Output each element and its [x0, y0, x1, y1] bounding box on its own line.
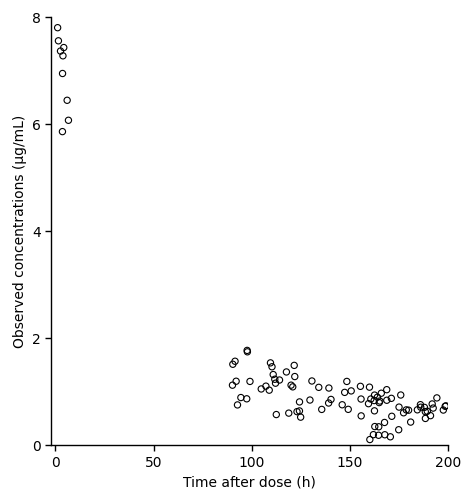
Point: [285, 409, 292, 417]
Point: [296, 398, 303, 406]
Point: [383, 386, 391, 394]
Point: [293, 408, 301, 416]
Point: [405, 406, 412, 414]
Point: [327, 396, 335, 404]
Point: [265, 386, 273, 394]
Point: [370, 431, 377, 439]
Point: [318, 406, 326, 414]
Point: [371, 391, 378, 399]
Point: [60, 45, 68, 53]
Point: [374, 393, 381, 401]
Point: [366, 436, 374, 444]
Point: [54, 25, 62, 33]
Point: [315, 384, 323, 392]
Point: [427, 412, 434, 420]
Point: [420, 404, 428, 412]
Point: [417, 403, 425, 411]
Point: [407, 418, 414, 426]
Point: [400, 409, 407, 417]
Point: [365, 383, 373, 391]
Point: [376, 397, 383, 405]
Point: [397, 391, 404, 399]
Point: [388, 394, 395, 402]
Point: [267, 359, 274, 367]
Point: [433, 394, 441, 402]
Point: [402, 406, 410, 414]
Point: [442, 402, 450, 410]
Point: [231, 358, 239, 366]
Point: [387, 433, 394, 441]
Point: [228, 381, 236, 389]
Y-axis label: Observed concentrations (μg/mL): Observed concentrations (μg/mL): [12, 115, 27, 348]
Point: [345, 405, 352, 413]
Point: [325, 384, 333, 392]
Point: [276, 376, 283, 384]
Point: [291, 373, 299, 381]
Point: [365, 400, 372, 408]
Point: [287, 381, 295, 389]
Point: [343, 378, 351, 386]
Point: [377, 389, 385, 397]
Point: [357, 412, 365, 420]
Point: [59, 53, 67, 61]
Point: [367, 395, 374, 403]
Point: [283, 368, 290, 376]
Point: [383, 396, 391, 404]
Point: [413, 406, 421, 414]
Point: [246, 378, 254, 386]
Point: [59, 70, 66, 78]
Point: [429, 404, 437, 412]
Point: [421, 408, 429, 416]
Point: [428, 400, 436, 408]
Point: [439, 406, 447, 414]
Point: [371, 407, 378, 415]
Point: [308, 377, 316, 385]
Point: [59, 128, 66, 136]
Point: [306, 396, 314, 404]
Point: [395, 403, 403, 411]
Point: [257, 385, 265, 393]
Point: [417, 401, 424, 409]
Point: [325, 399, 332, 407]
Point: [371, 423, 379, 431]
Point: [244, 348, 251, 356]
Point: [64, 117, 72, 125]
Point: [381, 431, 389, 439]
Point: [237, 394, 245, 402]
Point: [370, 397, 378, 405]
Point: [375, 399, 383, 407]
Point: [243, 347, 251, 355]
Point: [273, 411, 280, 419]
Point: [243, 395, 251, 403]
Point: [338, 401, 346, 409]
Point: [268, 363, 276, 371]
X-axis label: Time after dose (h): Time after dose (h): [183, 474, 316, 488]
Point: [421, 415, 429, 423]
Point: [341, 389, 348, 397]
Point: [234, 401, 241, 409]
Point: [271, 375, 279, 383]
Point: [64, 97, 71, 105]
Point: [232, 377, 240, 385]
Point: [381, 419, 388, 427]
Point: [375, 423, 383, 431]
Point: [269, 371, 277, 379]
Point: [291, 362, 298, 370]
Point: [375, 431, 383, 439]
Point: [296, 407, 303, 415]
Point: [388, 412, 396, 420]
Point: [356, 383, 364, 391]
Point: [423, 407, 431, 415]
Point: [347, 387, 355, 395]
Point: [272, 379, 279, 387]
Point: [297, 413, 304, 421]
Point: [395, 426, 402, 434]
Point: [229, 361, 237, 369]
Point: [55, 38, 62, 46]
Point: [357, 395, 365, 403]
Point: [262, 382, 270, 390]
Point: [289, 383, 297, 391]
Point: [57, 48, 64, 56]
Point: [441, 402, 449, 410]
